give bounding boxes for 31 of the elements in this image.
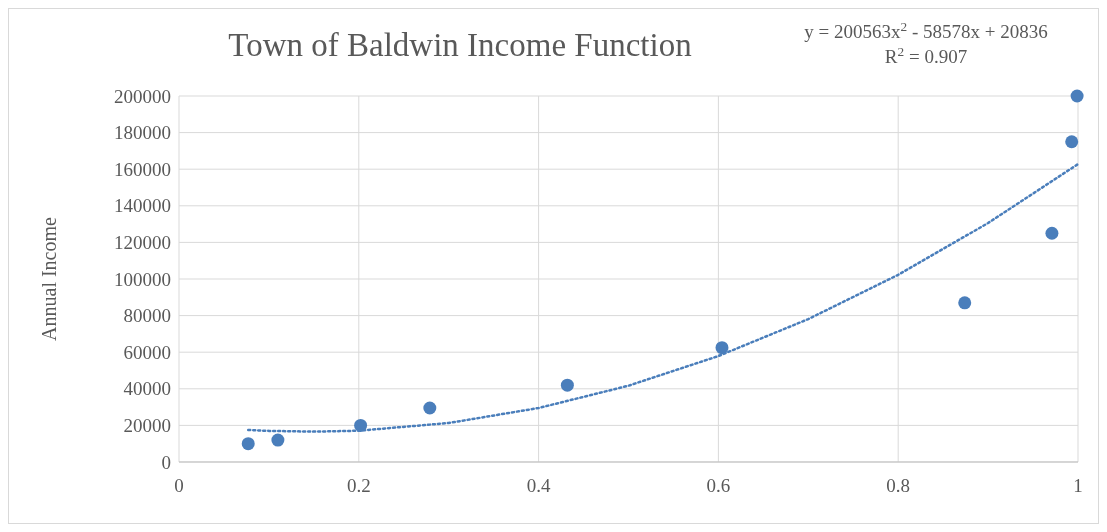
x-tick-label: 0.6 bbox=[706, 475, 731, 496]
y-tick-label: 180000 bbox=[114, 122, 171, 144]
y-tick-label: 140000 bbox=[114, 195, 171, 217]
y-tick-label: 0 bbox=[161, 451, 171, 473]
y-tick-label: 40000 bbox=[123, 378, 171, 400]
y-tick-label: 60000 bbox=[123, 341, 171, 363]
chart-title: Town of Baldwin Income Function bbox=[228, 27, 692, 63]
y-tick-label: 100000 bbox=[114, 268, 171, 290]
point bbox=[715, 341, 729, 355]
y-tick-label: 20000 bbox=[123, 415, 171, 437]
x-tick-label: 1 bbox=[1073, 475, 1083, 496]
x-tick-label: 0.8 bbox=[886, 475, 911, 496]
point bbox=[1045, 226, 1059, 240]
x-tick-label: 0.2 bbox=[346, 475, 371, 496]
point bbox=[1070, 89, 1084, 103]
point bbox=[958, 296, 972, 310]
y-tick-label: 120000 bbox=[114, 232, 171, 254]
point bbox=[241, 437, 255, 451]
y-tick-label: 200000 bbox=[114, 85, 171, 107]
y-tick-label: 80000 bbox=[123, 305, 171, 327]
y-axis-title: Annual Income bbox=[38, 216, 60, 341]
line-series bbox=[246, 162, 1080, 433]
point bbox=[423, 401, 437, 415]
x-tick-label: 0 bbox=[174, 475, 184, 496]
text: y = 200563x$^{2}$ - 58578x + 20836 bbox=[804, 18, 1048, 42]
text: R$^{2}$ = 0.907 bbox=[884, 43, 968, 67]
point bbox=[271, 433, 285, 447]
point bbox=[560, 378, 574, 392]
x-tick-label: 0.4 bbox=[526, 475, 551, 496]
point bbox=[1065, 135, 1079, 149]
y-tick-label: 160000 bbox=[114, 158, 171, 180]
